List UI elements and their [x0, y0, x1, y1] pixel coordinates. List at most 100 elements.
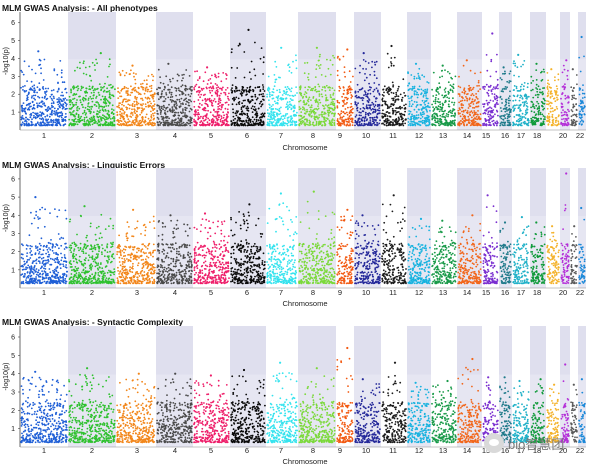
snp-point [279, 118, 281, 120]
snp-point [193, 101, 195, 103]
snp-point [526, 96, 528, 98]
snp-point [376, 77, 378, 79]
band-shade [407, 168, 431, 216]
snp-point [82, 106, 84, 108]
snp-point [492, 88, 494, 90]
snp-point [447, 71, 449, 73]
snp-point [518, 114, 520, 116]
snp-point [122, 70, 124, 72]
snp-point [513, 116, 515, 118]
snp-point [53, 70, 55, 72]
snp-point [463, 125, 465, 127]
snp-point [346, 112, 348, 114]
snp-point [408, 98, 410, 100]
snp-point [473, 110, 475, 112]
peak-point [517, 54, 519, 56]
snp-point [483, 123, 485, 125]
snp-point [217, 103, 219, 105]
snp-point [277, 97, 279, 99]
snp-point [91, 120, 93, 122]
snp-point [51, 90, 53, 92]
snp-point [369, 119, 371, 121]
snp-point [41, 106, 43, 108]
snp-point [497, 122, 499, 124]
snp-point [30, 212, 32, 214]
snp-point [236, 115, 238, 117]
snp-point [452, 120, 454, 122]
snp-point [383, 95, 385, 97]
peak-point [37, 50, 39, 52]
snp-point [407, 95, 409, 97]
snp-point [197, 109, 199, 111]
snp-point [564, 95, 566, 97]
snp-point [501, 110, 503, 112]
snp-point [436, 109, 438, 111]
snp-point [562, 125, 564, 127]
snp-point [365, 124, 367, 126]
snp-point [96, 88, 98, 90]
snp-point [407, 118, 409, 120]
snp-point [473, 103, 475, 105]
snp-point [274, 61, 276, 63]
snp-point [79, 96, 81, 98]
snp-point [76, 99, 78, 101]
snp-point [343, 122, 345, 124]
snp-point [217, 106, 219, 108]
snp-point [47, 274, 49, 276]
snp-point [46, 98, 48, 100]
snp-point [152, 80, 154, 82]
snp-point [315, 112, 317, 114]
snp-point [551, 95, 553, 97]
snp-point [561, 103, 563, 105]
snp-point [74, 121, 76, 123]
snp-point [184, 115, 186, 117]
snp-point [449, 73, 451, 75]
snp-point [337, 75, 339, 77]
snp-point [172, 78, 174, 80]
snp-point [327, 118, 329, 120]
snp-point [343, 116, 345, 118]
snp-point [490, 100, 492, 102]
snp-point [191, 89, 193, 91]
snp-point [91, 92, 93, 94]
snp-point [346, 99, 348, 101]
snp-point [304, 72, 306, 74]
snp-point [212, 105, 214, 107]
snp-point [281, 125, 283, 127]
snp-point [252, 116, 254, 118]
snp-point [459, 87, 461, 89]
snp-point [365, 68, 367, 70]
snp-point [441, 94, 443, 96]
snp-point [211, 100, 213, 102]
snp-point [171, 106, 173, 108]
snp-point [158, 87, 160, 89]
snp-point [409, 123, 411, 125]
snp-point [461, 104, 463, 106]
snp-point [422, 120, 424, 122]
snp-point [422, 114, 424, 116]
snp-point [474, 107, 476, 109]
snp-point [222, 111, 224, 113]
snp-point [279, 89, 281, 91]
snp-point [118, 124, 120, 126]
snp-point [276, 119, 278, 121]
snp-point [438, 123, 440, 125]
snp-point [384, 100, 386, 102]
snp-point [462, 118, 464, 120]
snp-point [203, 80, 205, 82]
snp-point [264, 113, 266, 115]
snp-point [203, 94, 205, 96]
snp-point [147, 124, 149, 126]
snp-point [319, 102, 321, 104]
snp-point [579, 123, 581, 125]
snp-point [401, 123, 403, 125]
snp-point [85, 107, 87, 109]
snp-point [108, 101, 110, 103]
snp-point [276, 66, 278, 68]
snp-point [98, 104, 100, 106]
snp-point [486, 108, 488, 110]
snp-point [524, 121, 526, 123]
snp-point [365, 112, 367, 114]
snp-point [264, 90, 266, 92]
snp-point [505, 101, 507, 103]
